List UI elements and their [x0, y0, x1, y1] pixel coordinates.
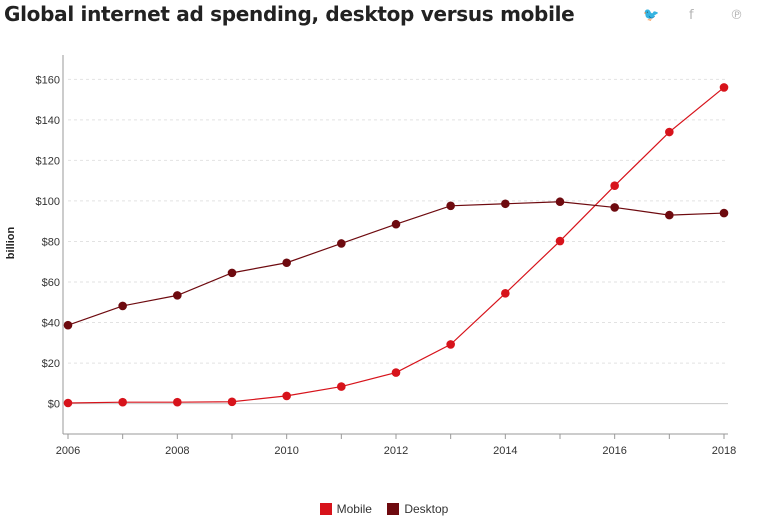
- chart-area: $0$20$40$60$80$100$120$140$160 2006 2008 2…: [5, 55, 736, 457]
- data-point-mobile: [118, 397, 127, 407]
- legend-swatch-mobile: [319, 503, 332, 515]
- y-tick-label: $0: [48, 399, 60, 411]
- series-lines: [63, 83, 729, 408]
- x-tick-label: 2008: [165, 445, 189, 457]
- data-point-desktop: [118, 301, 127, 311]
- y-tick-label: $140: [36, 115, 60, 127]
- data-point-mobile: [173, 397, 182, 407]
- x-tick-label: 2016: [602, 445, 626, 457]
- data-point-mobile: [446, 340, 455, 349]
- data-point-desktop: [719, 208, 729, 218]
- axes: [62, 55, 728, 439]
- legend-swatch-desktop: [387, 503, 400, 515]
- data-point-desktop: [337, 239, 346, 248]
- data-point-desktop: [391, 219, 401, 229]
- pinterest-icon[interactable]: ℗: [730, 8, 743, 23]
- y-tick-label: $40: [42, 318, 60, 330]
- y-tick-label: $100: [36, 196, 60, 208]
- data-point-mobile: [555, 236, 565, 246]
- twitter-icon[interactable]: 🐦: [643, 8, 660, 23]
- data-point-desktop: [446, 201, 455, 211]
- legend-item-desktop[interactable]: Desktop: [387, 502, 448, 516]
- data-point-mobile: [282, 391, 291, 401]
- data-point-mobile: [391, 368, 401, 377]
- legend-item-mobile[interactable]: Mobile: [319, 502, 372, 516]
- y-tick-label: $80: [42, 236, 60, 248]
- facebook-icon[interactable]: f: [689, 8, 694, 23]
- legend-label-mobile: Mobile: [336, 502, 372, 516]
- data-point-desktop: [501, 199, 510, 209]
- y-tick-label: $20: [42, 358, 60, 370]
- series-line-mobile: [67, 86, 725, 404]
- legend-label-desktop: Desktop: [404, 502, 449, 516]
- data-point-mobile: [719, 83, 729, 92]
- data-point-mobile: [227, 397, 237, 407]
- data-point-desktop: [227, 268, 237, 278]
- data-point-mobile: [63, 398, 73, 408]
- data-point-mobile: [610, 181, 619, 191]
- x-tick-label: 2018: [712, 445, 736, 457]
- data-point-desktop: [63, 320, 73, 330]
- y-axis-title: billion: [5, 227, 17, 260]
- y-tick-label: $160: [36, 74, 60, 86]
- data-point-mobile: [501, 289, 510, 298]
- x-tick-label: 2010: [274, 445, 298, 457]
- x-axis-tick-labels: 2006 2008 2010 2012 2014 2016 2018: [56, 445, 736, 457]
- data-point-desktop: [555, 197, 565, 207]
- x-tick-label: 2012: [384, 445, 408, 457]
- gridlines: [68, 78, 728, 405]
- data-point-desktop: [665, 210, 674, 220]
- x-tick-label: 2006: [56, 445, 80, 457]
- legend: Mobile Desktop: [0, 502, 768, 516]
- data-point-desktop: [173, 291, 182, 300]
- chart-title: Global internet ad spending, desktop ver…: [4, 2, 575, 26]
- x-tick-label: 2014: [493, 445, 517, 457]
- data-point-desktop: [282, 258, 291, 268]
- y-tick-label: $60: [42, 277, 60, 289]
- data-point-mobile: [665, 127, 674, 137]
- y-axis-tick-labels: $0 $20 $40 $60 $80 $100 $120 $140 $160: [36, 74, 60, 410]
- data-point-mobile: [337, 382, 346, 391]
- y-tick-label: $120: [36, 155, 60, 167]
- data-point-desktop: [610, 203, 619, 212]
